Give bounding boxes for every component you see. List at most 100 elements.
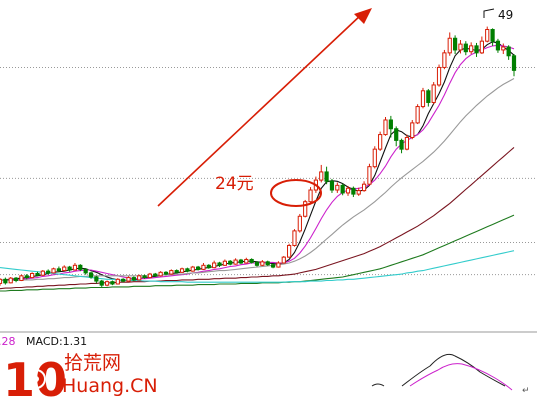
- candle-body: [410, 122, 415, 138]
- candle-body: [383, 119, 388, 136]
- candle-body: [40, 270, 45, 276]
- candle-body: [361, 183, 367, 192]
- candle-body: [35, 272, 40, 276]
- candle-body: [153, 273, 158, 277]
- grid-lines: [0, 66, 537, 276]
- candle-body: [297, 215, 302, 232]
- candle-body: [469, 45, 474, 53]
- candle-body: [233, 259, 238, 265]
- candle-body: [104, 281, 110, 286]
- candle-body: [324, 171, 329, 182]
- candle-body: [110, 281, 115, 285]
- candle-body: [442, 52, 447, 68]
- candle-body: [169, 270, 174, 275]
- candle-body: [249, 258, 254, 263]
- candle-body: [147, 273, 153, 279]
- candle-body: [335, 184, 340, 191]
- candle-body: [415, 106, 420, 124]
- candle-body: [212, 262, 217, 269]
- candle-body: [367, 166, 372, 185]
- candle-body: [452, 37, 458, 51]
- candle-body: [276, 262, 281, 268]
- candle-body: [8, 277, 13, 284]
- moving-average-lines: [0, 41, 515, 292]
- candlesticks: [0, 26, 517, 287]
- trend-arrow: [157, 8, 372, 207]
- candle-body: [163, 271, 169, 275]
- candle-body: [13, 277, 19, 281]
- macd-curves: [371, 353, 513, 391]
- candle-body: [238, 259, 244, 264]
- candle-body: [126, 277, 131, 282]
- candle-body: [131, 277, 136, 281]
- candle-body: [356, 190, 361, 195]
- candle-body: [228, 260, 233, 265]
- candle-body: [142, 275, 147, 279]
- candle-body: [281, 256, 286, 264]
- candle-body: [67, 266, 72, 271]
- candle-body: [56, 268, 62, 272]
- candle-body: [190, 266, 195, 272]
- high-marker: 49: [483, 8, 513, 22]
- moving-average-line: [0, 146, 515, 290]
- candle-body: [88, 272, 94, 278]
- moving-average-line: [0, 250, 515, 283]
- candle-body: [474, 45, 479, 54]
- candle-body: [270, 264, 276, 268]
- indicator-left-value: .28: [0, 335, 16, 348]
- candle-body: [254, 261, 260, 266]
- candle-body: [388, 119, 393, 130]
- candle-body: [394, 128, 399, 141]
- candle-body: [458, 43, 463, 51]
- candle-body: [19, 275, 24, 281]
- moving-average-line: [0, 214, 515, 292]
- candle-body: [62, 266, 67, 272]
- candle-body: [260, 261, 265, 266]
- candle-body: [222, 260, 227, 266]
- candle-body: [463, 43, 468, 53]
- candle-body: [372, 148, 377, 168]
- logo-site-cn: 拾荒网: [64, 352, 121, 374]
- candle-body: [99, 280, 104, 286]
- macd-label: MACD:1.31: [26, 335, 87, 348]
- highlight-circle: [270, 179, 322, 207]
- candle-body: [217, 262, 222, 266]
- candle-body: [495, 40, 501, 51]
- candle-body: [420, 90, 426, 108]
- candle-body: [404, 136, 410, 150]
- candle-body: [490, 29, 495, 42]
- candle-body: [378, 134, 383, 150]
- candle-body: [185, 268, 190, 272]
- high-label: 49: [498, 8, 513, 22]
- candle-body: [319, 171, 324, 181]
- candle-body: [399, 139, 404, 150]
- candle-body: [287, 244, 292, 258]
- candle-body: [303, 201, 308, 217]
- candle-body: [0, 278, 3, 284]
- candle-body: [351, 187, 356, 195]
- candle-body: [431, 84, 436, 103]
- candle-body: [506, 46, 511, 57]
- candle-body: [24, 275, 29, 279]
- candle-body: [115, 278, 120, 285]
- price-annotation: 24元: [215, 174, 254, 194]
- candle-body: [201, 264, 206, 270]
- candle-body: [83, 268, 88, 274]
- candle-body: [244, 258, 249, 264]
- candle-body: [292, 230, 297, 246]
- candle-body: [329, 180, 335, 191]
- candle-body: [501, 46, 506, 51]
- candle-body: [195, 266, 201, 270]
- moving-average-line: [0, 41, 515, 282]
- candle-body: [121, 278, 126, 282]
- return-mark: ↵: [522, 386, 530, 396]
- candle-body: [51, 268, 56, 274]
- moving-average-line: [0, 78, 515, 282]
- candle-body: [137, 275, 142, 281]
- candle-body: [78, 264, 83, 270]
- site-logo: 10 拾荒网 Huang.CN: [3, 352, 158, 401]
- candle-body: [340, 184, 345, 194]
- candle-body: [436, 66, 442, 86]
- logo-site-en: Huang.CN: [62, 375, 158, 397]
